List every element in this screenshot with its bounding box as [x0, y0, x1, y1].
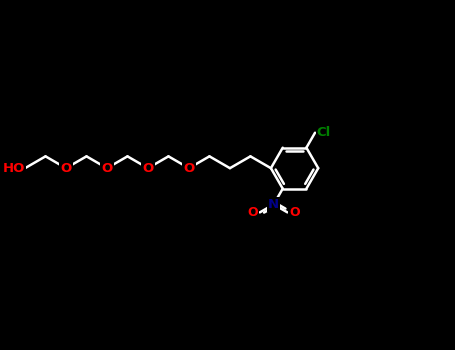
- Text: O: O: [289, 206, 300, 219]
- Text: O: O: [183, 162, 195, 175]
- Text: O: O: [248, 206, 258, 219]
- Text: Cl: Cl: [317, 126, 331, 139]
- Text: HO: HO: [3, 162, 25, 175]
- Text: O: O: [142, 162, 154, 175]
- Text: O: O: [101, 162, 112, 175]
- Text: O: O: [61, 162, 71, 175]
- Text: N: N: [268, 198, 279, 211]
